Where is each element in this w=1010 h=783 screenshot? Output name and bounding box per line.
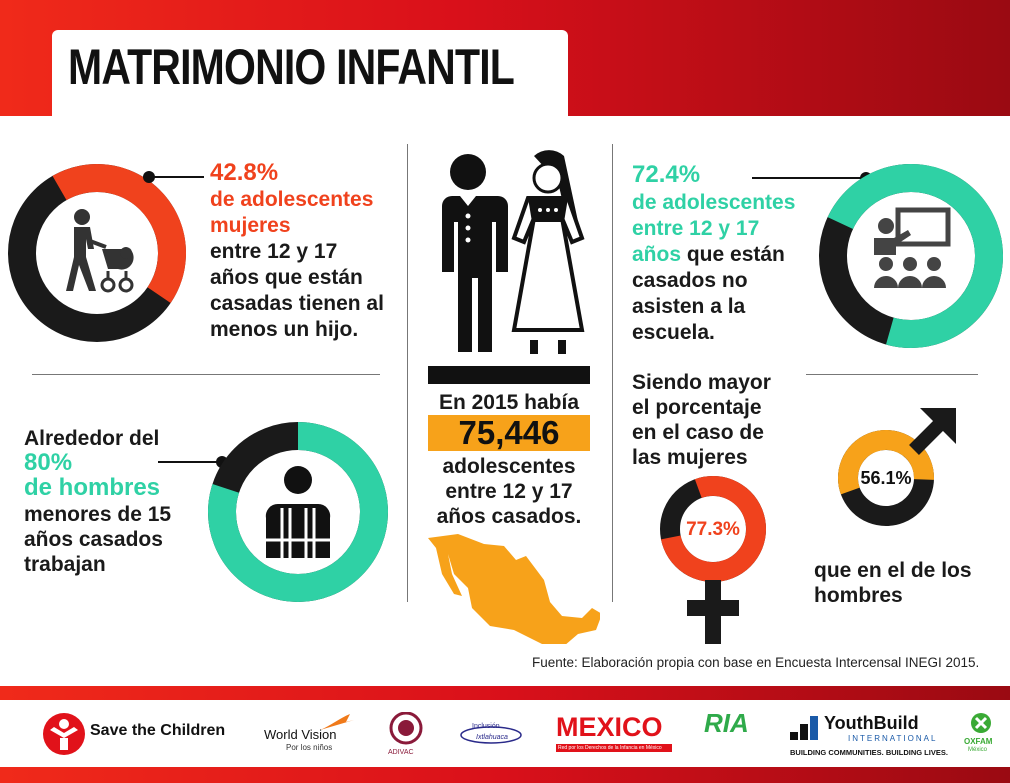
logo-mexico-sub: Red por los Derechos de la Infancia en M… [556,744,672,752]
male-pct: 56.1% [860,468,912,488]
leader-line-1 [150,176,204,178]
mexico-map-icon [428,534,600,644]
stat-72-4-line1: de adolescentes [632,191,796,214]
logo-adivac: ADIVAC [388,749,414,756]
female-symbol-icon [660,476,766,644]
center-line4: entre 12 y 17 [445,480,573,503]
logo-mexico: MEXICO [556,712,663,742]
source-note: Fuente: Elaboración propia con base en E… [532,655,980,670]
stat-42-8-line3: entre 12 y 17 [210,240,338,263]
divider-left-horizontal [32,374,380,375]
adivac-logo-icon [389,712,423,745]
logo-inclusion-1: Inclusión [472,723,500,730]
center-line5: años casados. [436,505,582,528]
stat-80-line2: menores de 15 [24,503,172,526]
comparison-bottom1: que en el de los [814,559,972,582]
ring-42-8 [8,163,186,342]
stat-42-8-pct: 42.8% [210,159,279,186]
center-line1: En 2015 había [438,391,580,414]
leader-line-3 [752,177,864,179]
center-black-bar [428,366,590,384]
comparison-line4: las mujeres [632,446,748,469]
footer-top-band [0,686,1010,700]
divider-right [612,144,613,602]
footer-bottom-band [0,767,1010,783]
stat-72-4-line3a: años [632,243,682,266]
worker-icon [265,466,331,558]
comparison-line2: el porcentaje [632,396,762,419]
logo-world-vision: World Vision [264,727,337,742]
youthbuild-logo-icon [790,716,818,740]
stat-80-line0: Alrededor del [24,427,160,450]
comparison-line3: en el caso de [632,421,764,444]
number-highlight [428,415,590,451]
stat-80-pct: 80% [24,449,73,476]
couple-icon [438,150,585,354]
logo-ria: RIA [704,708,749,738]
stat-72-4-line3: años que están [632,242,785,268]
mother-stroller-icon [66,209,134,293]
page-title: MATRIMONIO INFANTIL [68,39,515,95]
leader-dot-1 [143,171,155,183]
stat-72-4-line3b: que están [686,243,785,266]
stat-72-4-pct: 72.4% [632,161,701,188]
center-number: 75,446 [458,414,560,451]
save-the-children-logo-icon [43,713,85,755]
comparison-bottom2: hombres [814,584,903,607]
stat-42-8-line6: menos un hijo. [210,318,359,341]
logo-youthbuild-intl: INTERNATIONAL [848,734,938,743]
male-symbol-icon [838,408,956,526]
stat-80-line4: trabajan [24,553,106,576]
ring-72-4 [819,164,1003,348]
divider-left [407,144,408,602]
center-line3: adolescentes [442,455,576,478]
logo-inclusion-2: Ixtlahuaca [476,734,508,741]
stat-42-8-line1: de adolescentes [210,188,374,211]
stat-72-4-line4: casados no [632,269,748,292]
logo-save-the-children: Save the Children [90,722,226,739]
logo-world-vision-sub: Por los niños [286,743,333,752]
oxfam-logo-icon [971,713,991,733]
stat-42-8-line4: años que están [210,266,363,289]
classroom-icon [874,207,951,288]
female-pct: 77.3% [686,519,740,540]
stat-72-4-line2: entre 12 y 17 [632,217,760,240]
world-vision-star-icon [320,714,354,730]
stat-42-8-line2: mujeres [210,214,291,237]
ring-80 [208,422,388,602]
stat-80-line1: de hombres [24,474,161,501]
leader-line-2 [158,461,220,463]
stat-72-4-line5: asisten a la [632,295,746,318]
logo-oxfam-sub: México [968,747,988,753]
stat-42-8-line5: casadas tienen al [210,292,384,315]
inclusion-logo-icon [460,726,522,744]
divider-right-horizontal [806,374,978,375]
stat-80-line3: años casados [24,528,163,551]
logo-youthbuild-tag: BUILDING COMMUNITIES. BUILDING LIVES. [790,748,948,757]
logo-oxfam: OXFAM [964,737,993,746]
logo-youthbuild: YouthBuild [824,713,919,733]
stat-72-4-line6: escuela. [632,321,715,344]
comparison-line1: Siendo mayor [632,371,771,394]
title-box [52,30,568,116]
